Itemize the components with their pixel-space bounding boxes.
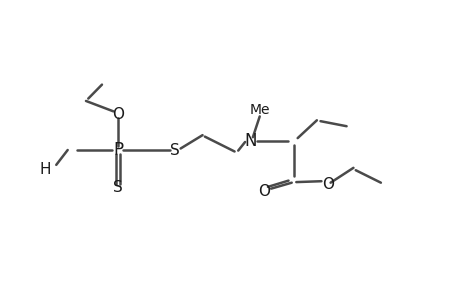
Text: O: O: [322, 177, 334, 192]
Text: Me: Me: [249, 103, 269, 117]
Text: O: O: [112, 107, 124, 122]
Text: S: S: [113, 180, 123, 195]
Text: N: N: [244, 132, 256, 150]
Text: S: S: [170, 142, 179, 158]
Text: P: P: [112, 141, 123, 159]
Text: O: O: [258, 184, 270, 199]
Text: H: H: [39, 162, 50, 177]
